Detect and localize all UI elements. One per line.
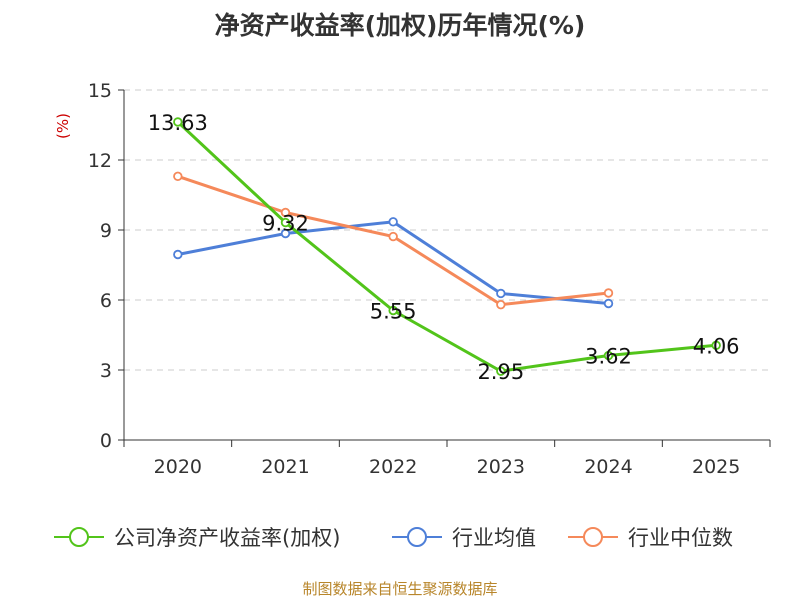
data-label: 2.95 (477, 360, 524, 384)
y-tick-label: 3 (100, 360, 112, 382)
x-tick-label: 2020 (154, 456, 202, 478)
grid-lines (124, 89, 770, 371)
data-label: 4.06 (693, 334, 740, 358)
data-point (173, 171, 183, 182)
y-tick-label: 15 (88, 80, 112, 102)
x-tick-label: 2024 (584, 456, 632, 478)
data-point (280, 228, 291, 239)
data-label: 5.55 (370, 300, 417, 324)
y-axis-label: (%) (54, 113, 72, 139)
data-point (388, 217, 398, 227)
data-point (496, 366, 506, 376)
data-point (496, 288, 506, 299)
data-point (388, 231, 398, 242)
data-point (388, 305, 398, 316)
legend-marker (407, 527, 427, 547)
data-point (280, 207, 291, 218)
data-labels: 13.63 9.32 5.55 2.95 3.62 4.06 (148, 111, 740, 384)
legend-label: 行业均值 (452, 526, 536, 550)
legend-label: 行业中位数 (628, 526, 733, 550)
data-point (603, 288, 614, 298)
data-point (496, 299, 506, 310)
legend-marker (583, 527, 603, 547)
data-point (603, 298, 614, 309)
data-point (280, 217, 291, 228)
y-tick-label: 0 (100, 430, 112, 452)
data-label: 9.32 (262, 212, 309, 236)
series-lines (173, 117, 721, 376)
chart-title: 净资产收益率(加权)历年情况(%) (214, 11, 586, 40)
x-tick-label: 2022 (369, 456, 417, 478)
x-tick-label: 2021 (261, 456, 309, 478)
y-tick-label: 6 (100, 290, 112, 312)
data-point (173, 249, 183, 260)
data-label: 13.63 (148, 111, 208, 135)
data-label: 3.62 (585, 345, 632, 369)
data-point (603, 350, 614, 361)
source-note: 制图数据来自恒生聚源数据库 (302, 580, 498, 598)
legend-label: 公司净资产收益率(加权) (114, 526, 340, 550)
series-line (176, 120, 717, 373)
data-point (173, 117, 183, 127)
x-tick-label: 2023 (477, 456, 525, 478)
legend: 公司净资产收益率(加权) 行业均值 行业中位数 (54, 526, 733, 550)
legend-marker (69, 527, 89, 547)
x-tick-label: 2025 (692, 456, 740, 478)
data-point (711, 340, 721, 350)
y-tick-label: 9 (100, 220, 112, 242)
y-tick-label: 12 (88, 150, 112, 172)
axes: 0 3 6 9 12 15 2020 2021 2022 2023 2024 2025 (%) (54, 80, 771, 478)
